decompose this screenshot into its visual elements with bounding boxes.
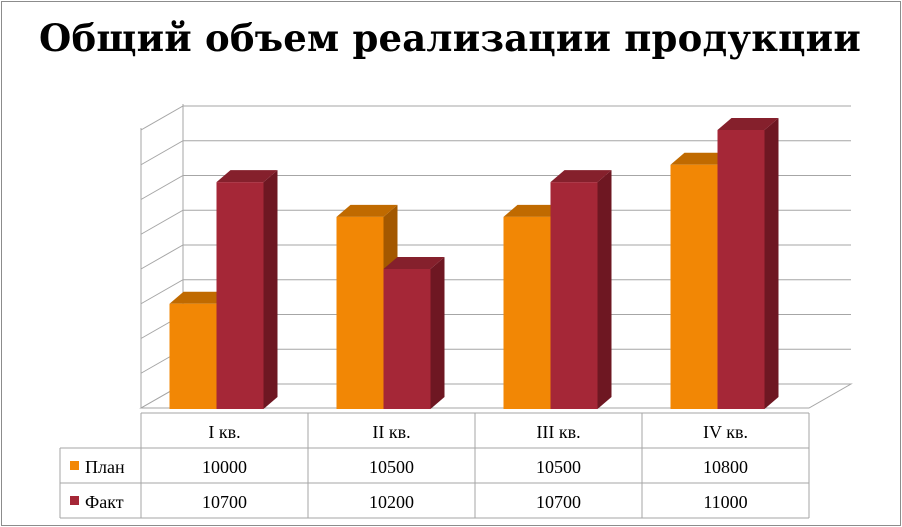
bar-plan-2 xyxy=(336,216,384,409)
bar-plan-3 xyxy=(503,216,551,409)
gridline xyxy=(140,209,851,235)
gridline xyxy=(140,105,851,131)
bar-fact-1-top xyxy=(216,170,278,183)
data-value: 10800 xyxy=(703,457,748,477)
data-value: 10500 xyxy=(536,457,581,477)
bars xyxy=(169,118,779,409)
legend-key-fact xyxy=(70,496,79,505)
category-label: IV кв. xyxy=(703,422,748,442)
bar-fact-2-side xyxy=(430,257,445,409)
category-label: I кв. xyxy=(208,422,240,442)
bar-plan-3-top xyxy=(503,204,565,217)
bar-plan-1-top xyxy=(169,291,231,304)
bar-plan-4 xyxy=(670,164,718,409)
bar-fact-4-top xyxy=(717,118,779,130)
bar-fact-3 xyxy=(550,182,598,409)
data-value: 10700 xyxy=(536,492,581,512)
bar-plan-1 xyxy=(169,303,217,409)
gridline xyxy=(140,244,851,270)
data-value: 10000 xyxy=(202,457,247,477)
legend-key-plan xyxy=(70,461,79,470)
gridline xyxy=(140,279,851,305)
bar-plan-2-top xyxy=(336,204,398,217)
bar-plan-4-top xyxy=(670,152,732,165)
category-label: III кв. xyxy=(536,422,580,442)
data-value: 10500 xyxy=(369,457,414,477)
data-value: 10200 xyxy=(369,492,414,512)
bar-fact-1-side xyxy=(263,170,278,409)
bar-fact-2-top xyxy=(383,257,445,269)
legend-label-plan: План xyxy=(85,457,125,477)
data-table: I кв. II кв. III кв. IV кв. План 10000 10500 10… xyxy=(59,412,810,519)
bar-fact-4 xyxy=(717,130,765,409)
bar-fact-2 xyxy=(383,269,431,409)
bar-fact-4-side xyxy=(764,118,779,409)
data-value: 11000 xyxy=(703,492,747,512)
bar-fact-3-top xyxy=(550,170,612,183)
bar-fact-1 xyxy=(216,182,264,409)
gridline xyxy=(140,175,851,200)
gridline xyxy=(140,140,851,166)
data-value: 10700 xyxy=(202,492,247,512)
bar-fact-3-side xyxy=(597,170,612,409)
legend-label-fact: Факт xyxy=(85,492,124,512)
chart-title: Общий объем реализации продукции xyxy=(39,16,861,60)
category-label: II кв. xyxy=(372,422,410,442)
